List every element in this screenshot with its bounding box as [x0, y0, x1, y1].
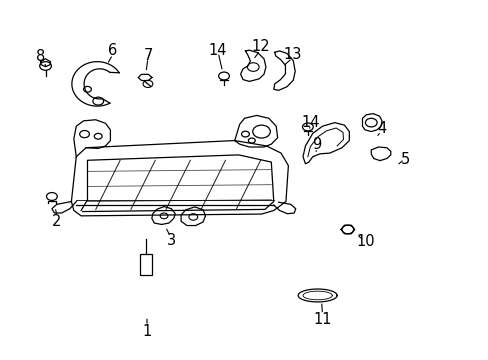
Polygon shape [152, 207, 175, 225]
Polygon shape [303, 123, 348, 164]
Text: 14: 14 [301, 115, 320, 130]
Text: 2: 2 [52, 214, 61, 229]
Text: 9: 9 [311, 138, 321, 152]
Text: 3: 3 [166, 234, 176, 248]
Text: 13: 13 [283, 47, 301, 62]
Text: 7: 7 [143, 48, 153, 63]
Polygon shape [362, 114, 381, 132]
Text: 10: 10 [355, 234, 374, 249]
Text: 12: 12 [251, 39, 270, 54]
Text: 14: 14 [208, 44, 226, 58]
FancyBboxPatch shape [140, 253, 152, 275]
Text: 1: 1 [142, 324, 151, 339]
Text: 6: 6 [108, 43, 117, 58]
Text: 4: 4 [377, 121, 386, 135]
Text: 8: 8 [36, 49, 45, 64]
Text: 5: 5 [400, 152, 409, 167]
Text: 11: 11 [313, 312, 331, 327]
Polygon shape [181, 207, 205, 226]
Polygon shape [370, 147, 390, 161]
